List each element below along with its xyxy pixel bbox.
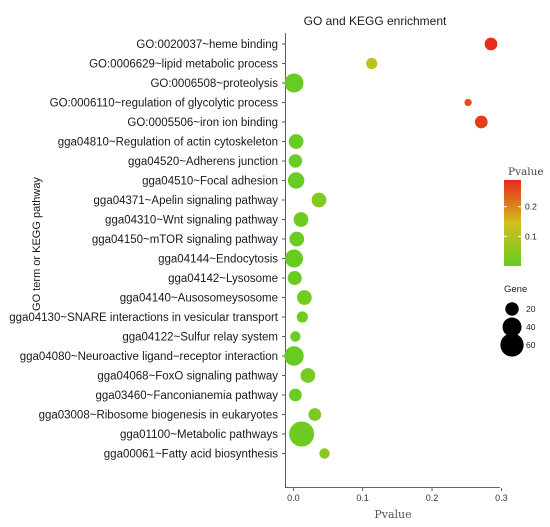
plot-panel [285, 33, 500, 488]
size-legend-dot [500, 333, 524, 357]
data-point [319, 448, 330, 459]
size-legend-title: Gene [504, 284, 527, 295]
data-point [285, 249, 304, 268]
color-legend-label: 0.1 [525, 231, 537, 241]
dots-layer [284, 37, 498, 459]
data-point [293, 212, 309, 227]
data-point [289, 388, 302, 402]
y-axis-ticks [282, 43, 285, 454]
data-point [290, 331, 301, 342]
size-legend-label: 40 [526, 322, 536, 332]
data-point [366, 57, 378, 70]
category-label: gga01100~Metabolic pathways [120, 429, 278, 441]
color-legend: Pvalue 0.1 0.2 [504, 166, 544, 266]
size-legend-dot [505, 302, 519, 316]
color-legend-label: 0.2 [525, 202, 537, 212]
data-point [289, 421, 315, 447]
data-point [284, 73, 304, 93]
category-label: gga04130~SNARE interactions in vesicular… [9, 312, 279, 324]
category-label: gga04310~Wnt signaling pathway [105, 215, 278, 227]
category-label: GO:0006110~regulation of glycolytic proc… [50, 98, 279, 110]
data-point [311, 192, 327, 208]
size-legend-label: 20 [526, 304, 536, 314]
y-axis-title: GO term or KEGG pathway [31, 177, 43, 311]
data-point [287, 172, 305, 189]
x-axis-title: Pvalue [374, 508, 411, 521]
data-point [288, 134, 304, 149]
data-point [308, 408, 322, 421]
category-label: gga04150~mTOR signaling pathway [92, 234, 278, 246]
data-point [288, 154, 303, 168]
category-label: gga03008~Ribosome biogenesis in eukaryot… [39, 410, 279, 422]
category-label: gga04520~Adherens junction [128, 156, 278, 168]
size-legend-items: 20 40 60 [500, 302, 536, 357]
data-point [287, 270, 302, 286]
data-point [474, 115, 488, 129]
data-point [464, 98, 472, 107]
category-label: GO:0006508~proteolysis [150, 78, 278, 90]
data-point [296, 311, 308, 323]
color-legend-bar [504, 180, 521, 266]
x-tick-label: 0.0 [287, 493, 300, 503]
size-legend-dot [502, 317, 522, 337]
data-point [300, 368, 316, 383]
data-point [289, 231, 305, 247]
data-point [284, 346, 304, 366]
category-label: gga04510~Focal adhesion [142, 176, 278, 188]
category-label: gga04080~Neuroactive ligand−receptor int… [20, 351, 278, 363]
category-label: gga03460~Fanconianemia pathway [95, 390, 278, 402]
category-label: GO:0006629~lipid metabolic process [89, 59, 278, 71]
chart-title: GO and KEGG enrichment [304, 14, 447, 28]
x-tick-label: 0.2 [426, 493, 439, 503]
category-label: GO:0020037~heme binding [136, 39, 278, 51]
x-tick-label: 0.3 [495, 493, 508, 503]
category-label: gga00061~Fatty acid biosynthesis [104, 449, 278, 461]
size-legend: Gene 20 40 60 [500, 284, 536, 357]
x-axis-ticks: 0.0 0.1 0.2 0.3 [287, 488, 508, 503]
category-label: gga04144~Endocytosis [158, 254, 278, 266]
data-point [297, 290, 312, 305]
category-label: gga04068~FoxO signaling pathway [97, 371, 278, 383]
category-labels: GO:0020037~heme binding GO:0006629~lipid … [9, 39, 279, 461]
category-label: gga04371~Apelin signaling pathway [94, 195, 279, 207]
x-tick-label: 0.1 [356, 493, 369, 503]
category-label: GO:0005506~iron ion binding [127, 117, 278, 129]
category-label: gga04122~Sulfur relay system [122, 332, 278, 344]
data-point [484, 37, 498, 51]
color-legend-title: Pvalue [508, 166, 544, 178]
category-label: gga04142~Lysosome [168, 273, 278, 285]
category-label: gga04140~Ausosomeysosome [120, 293, 278, 305]
category-label: gga04810~Regulation of actin cytoskeleto… [58, 137, 278, 149]
color-legend-ticks: 0.1 0.2 [504, 202, 537, 241]
size-legend-label: 60 [526, 340, 536, 350]
